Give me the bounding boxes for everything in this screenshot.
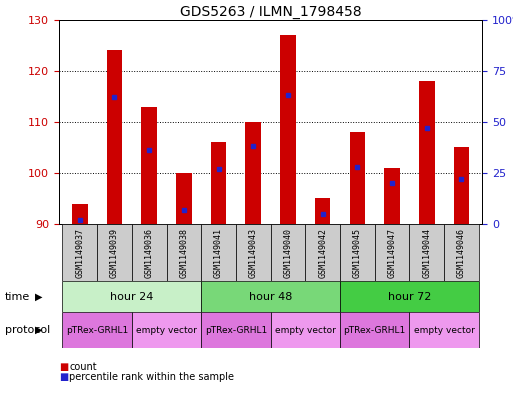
- Bar: [315, 198, 330, 224]
- Bar: [236, 224, 271, 281]
- Bar: [409, 312, 479, 348]
- Bar: [419, 81, 435, 224]
- Bar: [142, 107, 157, 224]
- Text: hour 72: hour 72: [388, 292, 431, 302]
- Bar: [409, 224, 444, 281]
- Text: pTRex-GRHL1: pTRex-GRHL1: [205, 326, 267, 334]
- Bar: [97, 224, 132, 281]
- Text: GSM1149044: GSM1149044: [422, 228, 431, 277]
- Bar: [384, 168, 400, 224]
- Text: GSM1149037: GSM1149037: [75, 228, 84, 277]
- Text: GSM1149038: GSM1149038: [180, 228, 188, 277]
- Text: hour 48: hour 48: [249, 292, 292, 302]
- Text: empty vector: empty vector: [136, 326, 197, 334]
- Text: GSM1149040: GSM1149040: [284, 228, 292, 277]
- Bar: [63, 281, 201, 312]
- Text: GSM1149043: GSM1149043: [249, 228, 258, 277]
- Bar: [271, 224, 305, 281]
- Text: ■: ■: [59, 362, 68, 373]
- Bar: [453, 147, 469, 224]
- Bar: [444, 224, 479, 281]
- Bar: [132, 224, 167, 281]
- Text: GSM1149036: GSM1149036: [145, 228, 154, 277]
- Bar: [63, 312, 132, 348]
- Title: GDS5263 / ILMN_1798458: GDS5263 / ILMN_1798458: [180, 5, 362, 18]
- Bar: [107, 50, 122, 224]
- Text: GSM1149041: GSM1149041: [214, 228, 223, 277]
- Text: pTRex-GRHL1: pTRex-GRHL1: [344, 326, 406, 334]
- Text: ▶: ▶: [35, 325, 42, 335]
- Text: empty vector: empty vector: [275, 326, 336, 334]
- Bar: [340, 281, 479, 312]
- Bar: [340, 224, 374, 281]
- Text: GSM1149047: GSM1149047: [387, 228, 397, 277]
- Bar: [349, 132, 365, 224]
- Text: percentile rank within the sample: percentile rank within the sample: [69, 372, 234, 382]
- Bar: [63, 224, 97, 281]
- Bar: [176, 173, 192, 224]
- Bar: [374, 224, 409, 281]
- Bar: [201, 224, 236, 281]
- Text: GSM1149045: GSM1149045: [353, 228, 362, 277]
- Bar: [280, 35, 296, 224]
- Bar: [201, 312, 271, 348]
- Bar: [305, 224, 340, 281]
- Text: protocol: protocol: [5, 325, 50, 335]
- Bar: [167, 224, 201, 281]
- Text: ▶: ▶: [35, 292, 42, 302]
- Text: empty vector: empty vector: [413, 326, 475, 334]
- Text: count: count: [69, 362, 97, 373]
- Bar: [340, 312, 409, 348]
- Bar: [245, 122, 261, 224]
- Text: pTRex-GRHL1: pTRex-GRHL1: [66, 326, 128, 334]
- Text: GSM1149046: GSM1149046: [457, 228, 466, 277]
- Bar: [271, 312, 340, 348]
- Text: hour 24: hour 24: [110, 292, 153, 302]
- Bar: [132, 312, 201, 348]
- Text: GSM1149039: GSM1149039: [110, 228, 119, 277]
- Bar: [72, 204, 88, 224]
- Text: time: time: [5, 292, 30, 302]
- Text: GSM1149042: GSM1149042: [318, 228, 327, 277]
- Text: ■: ■: [59, 372, 68, 382]
- Bar: [211, 142, 226, 224]
- Bar: [201, 281, 340, 312]
